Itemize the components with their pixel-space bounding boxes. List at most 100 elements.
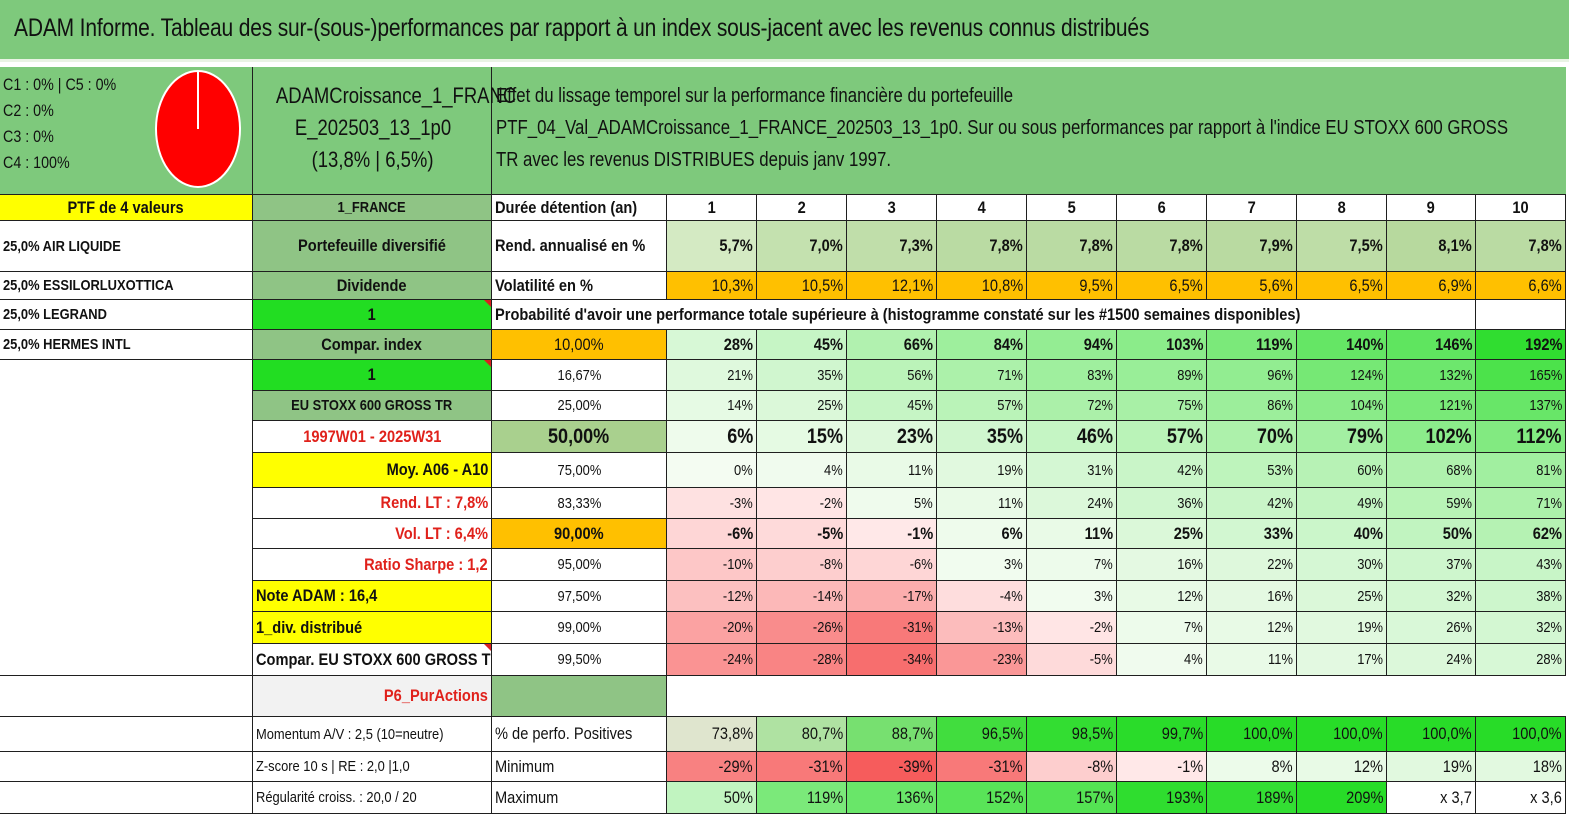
fund-name-line: (13,8% | 6,5%) [253, 147, 492, 173]
probability-value-text: 36% [1177, 494, 1203, 512]
probability-value: 112% [1476, 421, 1566, 453]
probability-value: 30% [1297, 549, 1387, 581]
probability-value: 49% [1297, 488, 1387, 519]
probability-title-text: Probabilité d'avoir une performance tota… [495, 304, 1301, 324]
probability-row-label: 99,00% [492, 612, 667, 644]
info-divider [252, 67, 253, 195]
probability-value-text: 26% [1446, 619, 1472, 636]
comment-marker [484, 644, 491, 651]
probability-value: -10% [667, 549, 757, 581]
probability-value: 132% [1387, 360, 1476, 391]
probability-value-text: 45% [813, 334, 843, 354]
probability-row-label-text: 75,00% [557, 461, 601, 479]
volatility-value: 9,5% [1027, 272, 1117, 300]
maximum-value-text: 136% [895, 787, 933, 807]
side-label: Z-score 10 s | RE : 2,0 |1,0 [253, 752, 492, 782]
year-header-text: 6 [1157, 197, 1166, 217]
probability-row-label-text: 99,00% [557, 619, 601, 636]
probability-value-text: 4% [1184, 651, 1203, 668]
side-label-text: Compar. EU STOXX 600 GROSS TR [256, 649, 492, 669]
probability-value: -23% [937, 644, 1027, 676]
probability-value-text: 11% [908, 461, 933, 479]
probability-row-label: 99,50% [492, 644, 667, 676]
probability-value: 22% [1207, 549, 1297, 581]
holding-row-text: 25,0% LEGRAND [3, 306, 107, 323]
return-value: 7,8% [1476, 221, 1566, 272]
maximum-label-text: Maximum [495, 787, 559, 807]
probability-row-label: 75,00% [492, 453, 667, 488]
probability-value: 11% [937, 488, 1027, 519]
side-label: Momentum A/V : 2,5 (10=neutre) [253, 717, 492, 752]
return-value-text: 7,3% [899, 236, 933, 255]
probability-value: 89% [1117, 360, 1207, 391]
minimum-label-text: Minimum [495, 756, 555, 776]
probability-value-text: 66% [903, 334, 933, 354]
volatility-value-text: 9,5% [1079, 275, 1113, 295]
probability-title-empty [1476, 300, 1566, 330]
probability-value: 71% [937, 360, 1027, 391]
minimum-value-text: -31% [808, 756, 843, 776]
probability-row-label-text: 25,00% [557, 397, 601, 414]
probability-value: 42% [1207, 488, 1297, 519]
maximum-value: 189% [1207, 782, 1297, 814]
maximum-label: Maximum [492, 782, 667, 814]
side-label: 1 [253, 300, 492, 330]
probability-value-text: 59% [1446, 494, 1472, 512]
side-label-text: Moy. A06 - A10 [386, 460, 488, 479]
side-label: 1_div. distribué [253, 612, 492, 644]
return-value: 7,0% [757, 221, 847, 272]
probability-value: 16% [1117, 549, 1207, 581]
minimum-value: 12% [1297, 752, 1387, 782]
minimum-value-text: 8% [1271, 756, 1293, 776]
info-divider [491, 67, 492, 195]
title-bar: ADAM Informe. Tableau des sur-(sous-)per… [0, 0, 1569, 62]
probability-value-text: 6% [726, 424, 753, 448]
probability-value: 37% [1387, 549, 1476, 581]
probability-value: 119% [1207, 330, 1297, 360]
probability-value: -2% [757, 488, 847, 519]
probability-value-text: -13% [992, 619, 1023, 636]
probability-value-text: 50% [1442, 523, 1472, 543]
probability-row-label-text: 83,33% [557, 494, 601, 512]
probability-value: 6% [937, 519, 1027, 549]
side-label: Ratio Sharpe : 1,2 [253, 549, 492, 581]
probability-value-text: 0% [734, 461, 753, 479]
side-label: EU STOXX 600 GROSS TR [253, 391, 492, 421]
probability-value: 40% [1297, 519, 1387, 549]
probability-value: 19% [1297, 612, 1387, 644]
minimum-value: -31% [937, 752, 1027, 782]
probability-value: 165% [1476, 360, 1566, 391]
probability-value: 43% [1476, 549, 1566, 581]
positive-share-value: 100,0% [1387, 717, 1476, 752]
probability-value: 146% [1387, 330, 1476, 360]
side-label-text: Rend. LT : 7,8% [380, 493, 488, 512]
probability-value-text: 38% [1536, 587, 1562, 605]
minimum-value-text: -29% [718, 756, 753, 776]
probability-value-text: 56% [907, 366, 933, 384]
probability-value-text: 132% [1438, 366, 1472, 384]
return-value: 7,8% [1027, 221, 1117, 272]
positive-share-value: 99,7% [1117, 717, 1207, 752]
probability-value: 31% [1027, 453, 1117, 488]
probability-value: 5% [847, 488, 937, 519]
probability-value: -26% [757, 612, 847, 644]
maximum-value: 157% [1027, 782, 1117, 814]
side-label-text: Momentum A/V : 2,5 (10=neutre) [256, 725, 444, 743]
probability-value: -28% [757, 644, 847, 676]
probability-value-text: 30% [1357, 556, 1383, 573]
probability-value: 57% [937, 391, 1027, 421]
maximum-value: 119% [757, 782, 847, 814]
probability-value-text: -1% [906, 523, 933, 543]
side-label: Moy. A06 - A10 [253, 453, 492, 488]
minimum-value: -1% [1117, 752, 1207, 782]
return-value-text: 7,8% [1169, 236, 1203, 255]
side-label: 1997W01 - 2025W31 [253, 421, 492, 453]
return-value-text: 7,5% [1349, 236, 1383, 255]
probability-value: 16% [1207, 581, 1297, 612]
probability-value-text: 33% [1263, 523, 1293, 543]
holdings-empty [0, 360, 253, 676]
side-label-text: Z-score 10 s | RE : 2,0 |1,0 [256, 758, 410, 775]
probability-value-text: -10% [722, 556, 753, 573]
minimum-value: 8% [1207, 752, 1297, 782]
probability-value-text: 25% [1357, 587, 1383, 605]
